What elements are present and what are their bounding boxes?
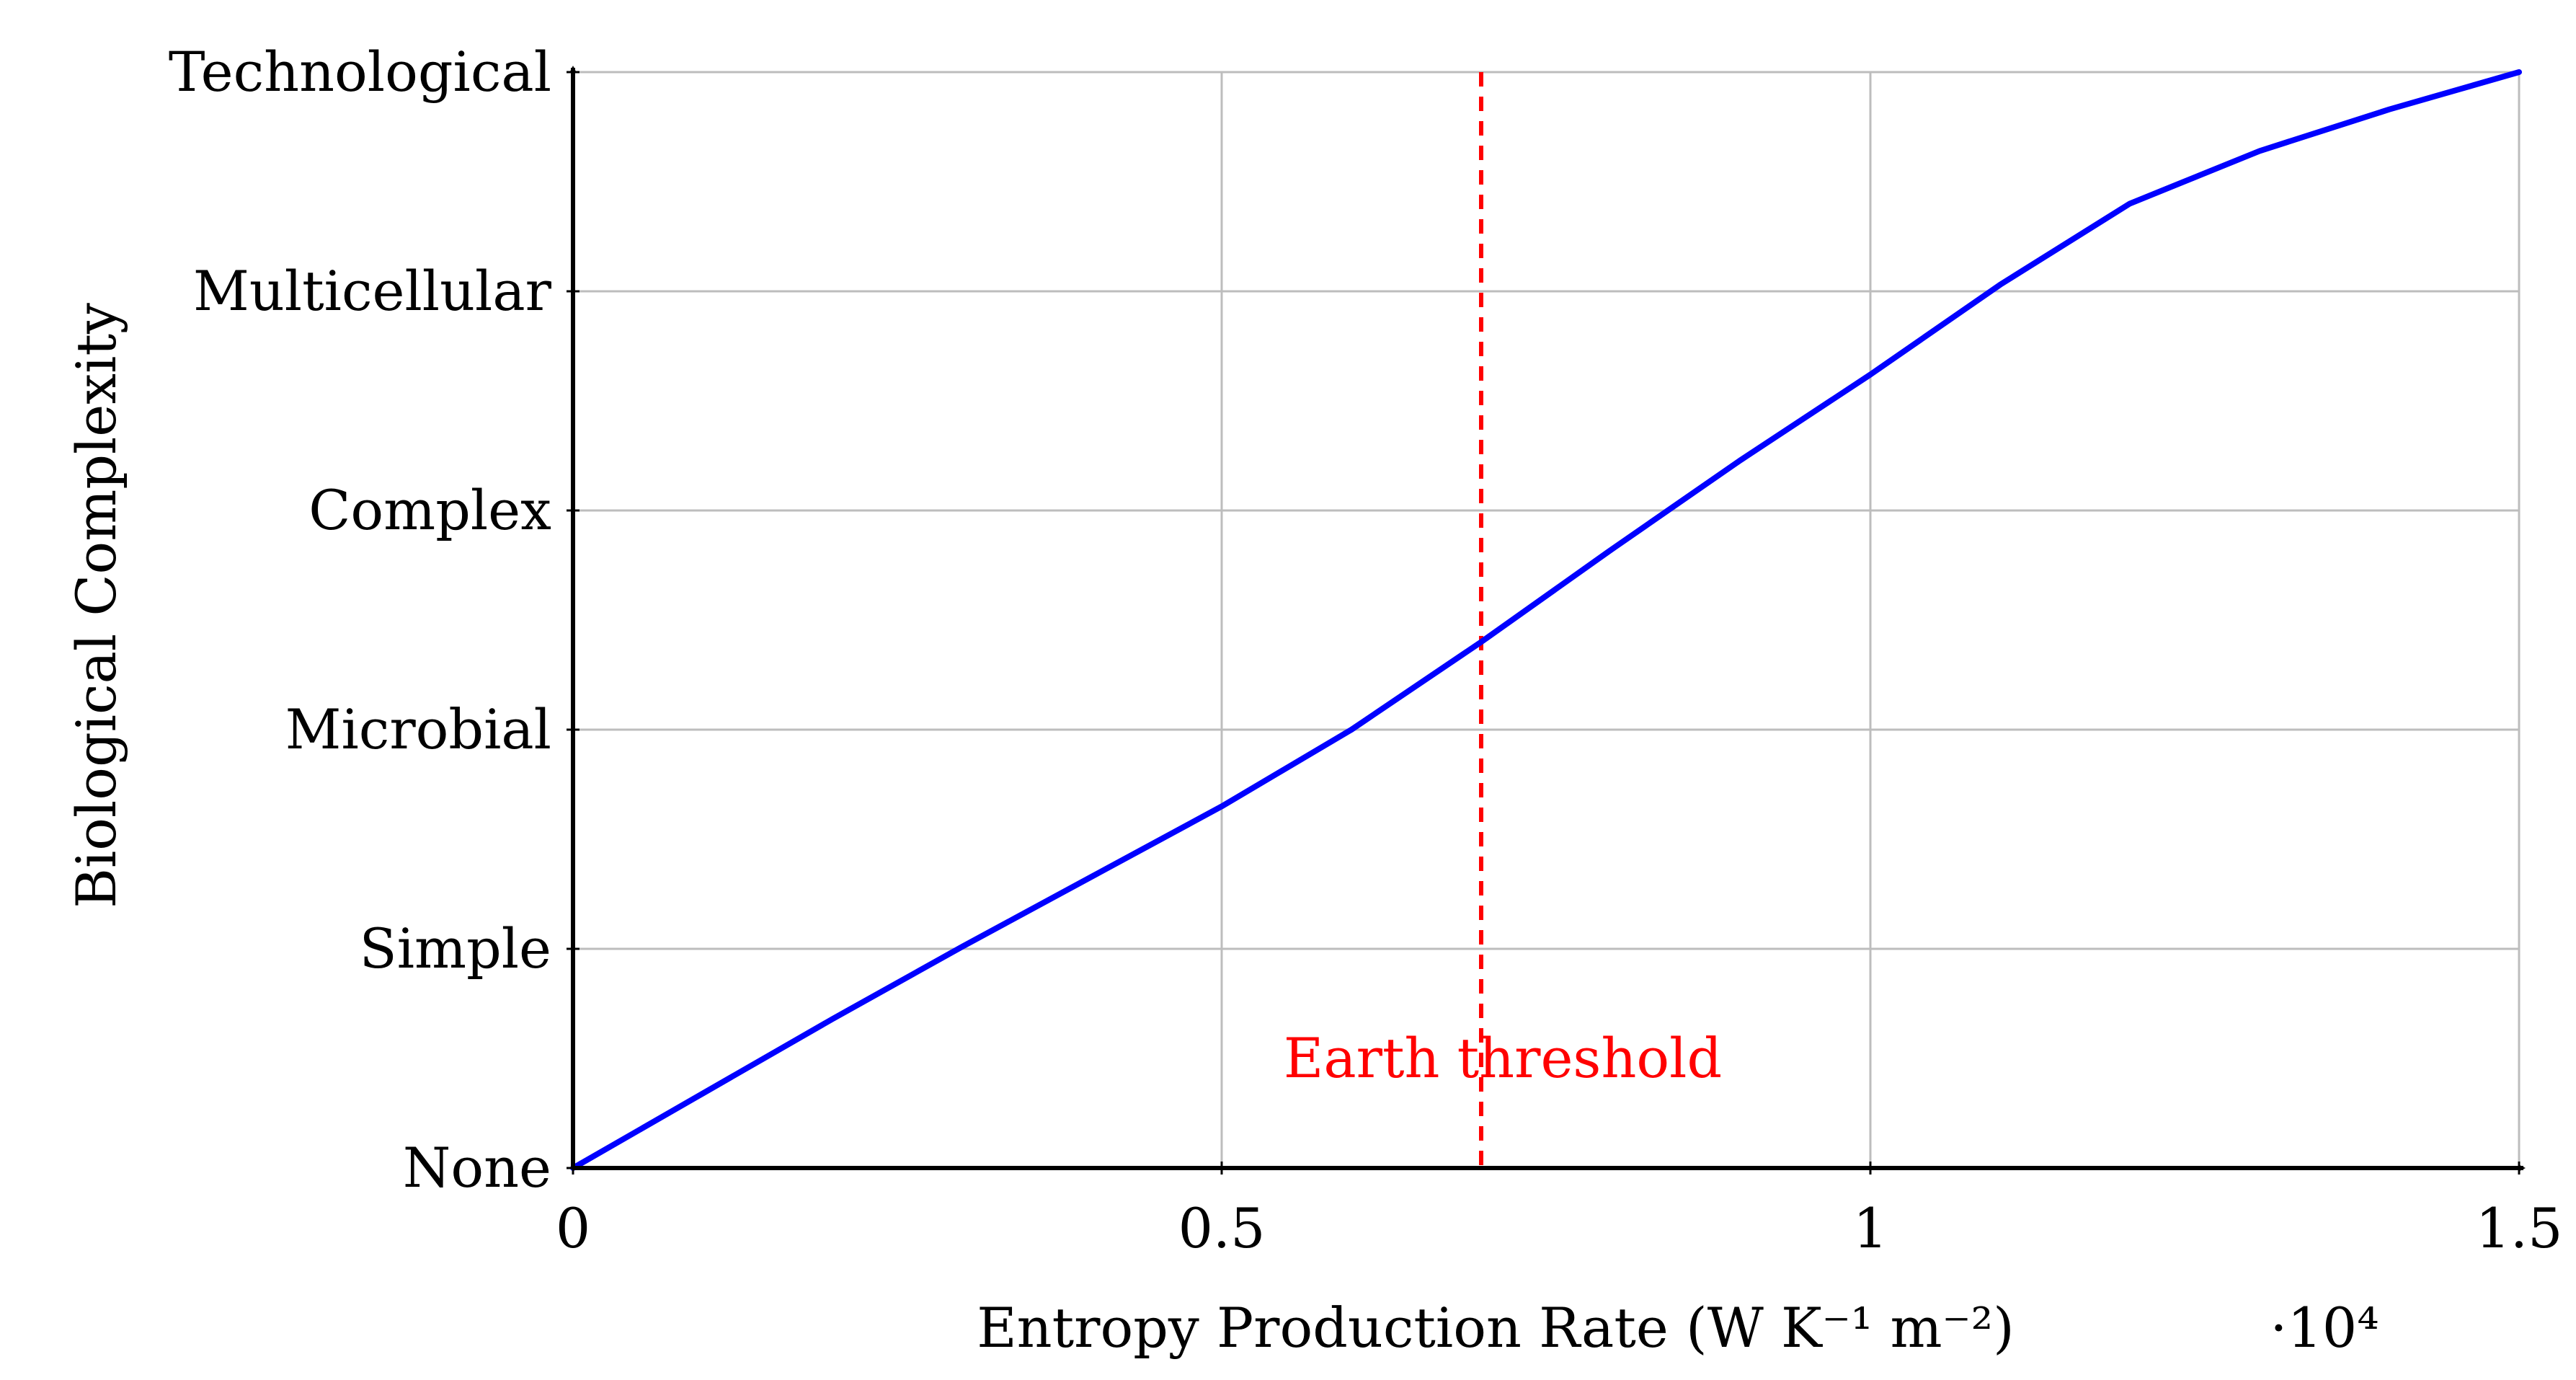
- y-tick-label: Multicellular: [193, 259, 552, 323]
- labels: 0 0.5 1 1.5 None Simple Microbial Complex Multic…: [64, 40, 2562, 1360]
- series-line: [570, 69, 2522, 1171]
- threshold-label: Earth threshold: [1284, 1026, 1722, 1090]
- x-axis-title: Entropy Production Rate (W K⁻¹ m⁻²): [977, 1296, 2015, 1360]
- y-axis-title: Biological Complexity: [64, 303, 128, 908]
- y-tick-label: Microbial: [285, 697, 551, 761]
- x-tick-label: 0.5: [1178, 1196, 1266, 1260]
- y-tick-label: Simple: [360, 916, 551, 981]
- series-layer: [570, 69, 2522, 1171]
- x-tick-label: 1.5: [2476, 1196, 2563, 1260]
- x-tick-label: 1: [1853, 1196, 1888, 1260]
- threshold-layer: Earth threshold: [1284, 72, 1722, 1168]
- axes: [567, 66, 2526, 1175]
- x-scale-factor: ·10⁴: [2270, 1296, 2379, 1360]
- grid: [573, 71, 2521, 1168]
- y-tick-label: Technological: [169, 40, 551, 104]
- x-tick-label: 0: [556, 1196, 590, 1260]
- y-tick-label: None: [403, 1136, 551, 1200]
- y-tick-label: Complex: [308, 478, 551, 542]
